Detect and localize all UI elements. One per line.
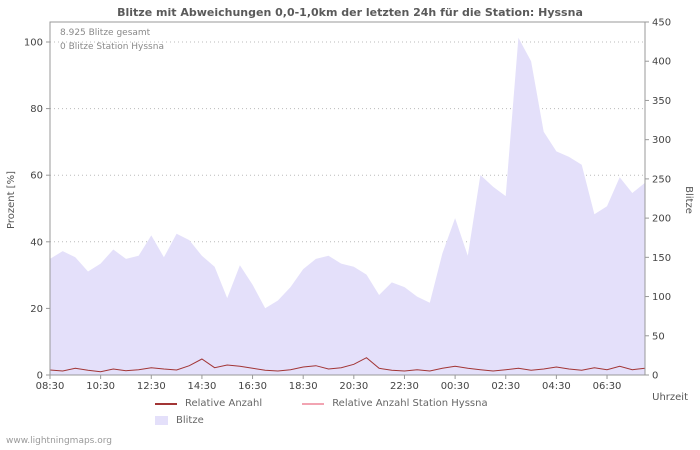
x-axis-label: Uhrzeit (652, 392, 688, 403)
legend-area-swatch-icon (155, 416, 168, 425)
line-series-relative-anzahl (49, 357, 646, 373)
y-right-tick-label: 50 (652, 331, 665, 342)
legend-item-relative-anzahl: Relative Anzahl (155, 398, 262, 409)
x-tick-label: 20:30 (339, 381, 368, 392)
x-tick-label: 10:30 (86, 381, 115, 392)
legend-label: Relative Anzahl Station Hyssna (332, 398, 488, 409)
legend-row: Relative Anzahl Relative Anzahl Station … (155, 398, 488, 409)
x-tick-label: 12:30 (137, 381, 166, 392)
chart-title: Blitze mit Abweichungen 0,0-1,0km der le… (117, 6, 583, 19)
y-left-tick-label: 0 (37, 371, 43, 382)
legend-label: Relative Anzahl (185, 398, 263, 409)
y-right-tick-label: 100 (652, 292, 671, 303)
area-series-blitze (50, 37, 645, 375)
y-left-tick-label: 20 (30, 304, 43, 315)
x-tick-label: 02:30 (491, 381, 520, 392)
y-right-tick-label: 400 (652, 57, 671, 68)
plot-border (49, 21, 646, 376)
y-right-tick-label: 150 (652, 253, 671, 264)
y-right-tick-label: 350 (652, 96, 671, 107)
y-right-tick-label: 200 (652, 214, 671, 225)
y-right-tick-label: 300 (652, 135, 671, 146)
y-left-tick-label: 40 (30, 237, 43, 248)
x-tick-label: 18:30 (289, 381, 318, 392)
legend-line-swatch-icon (155, 402, 177, 405)
y-axis-left-label: Prozent [%] (6, 171, 17, 230)
y-axis-right-label: Blitze (683, 186, 694, 214)
x-tick-label: 22:30 (390, 381, 419, 392)
watermark-url: www.lightningmaps.org (6, 436, 112, 446)
legend-item-blitze: Blitze (155, 415, 204, 426)
x-tick-label: 04:30 (542, 381, 571, 392)
x-tick-label: 06:30 (593, 381, 622, 392)
annotation-total-strikes: 8.925 Blitze gesamt (60, 28, 151, 38)
legend-row: Blitze (155, 415, 488, 426)
y-left-tick-label: 100 (24, 38, 43, 49)
chart-legend: Relative Anzahl Relative Anzahl Station … (155, 398, 488, 426)
y-left-tick-label: 80 (30, 104, 43, 115)
y-right-tick-label: 0 (652, 371, 658, 382)
legend-line-swatch-icon (302, 402, 325, 405)
legend-label: Blitze (176, 415, 204, 426)
x-tick-label: 14:30 (188, 381, 217, 392)
x-tick-label: 08:30 (36, 381, 65, 392)
y-right-tick-label: 450 (652, 18, 671, 29)
y-right-tick-label: 250 (652, 174, 671, 185)
legend-item-relative-anzahl-station: Relative Anzahl Station Hyssna (302, 398, 488, 409)
y-left-tick-label: 60 (30, 171, 43, 182)
x-tick-label: 16:30 (238, 381, 267, 392)
annotation-station-strikes: 0 Blitze Station Hyssna (60, 42, 164, 52)
x-tick-label: 00:30 (441, 381, 470, 392)
